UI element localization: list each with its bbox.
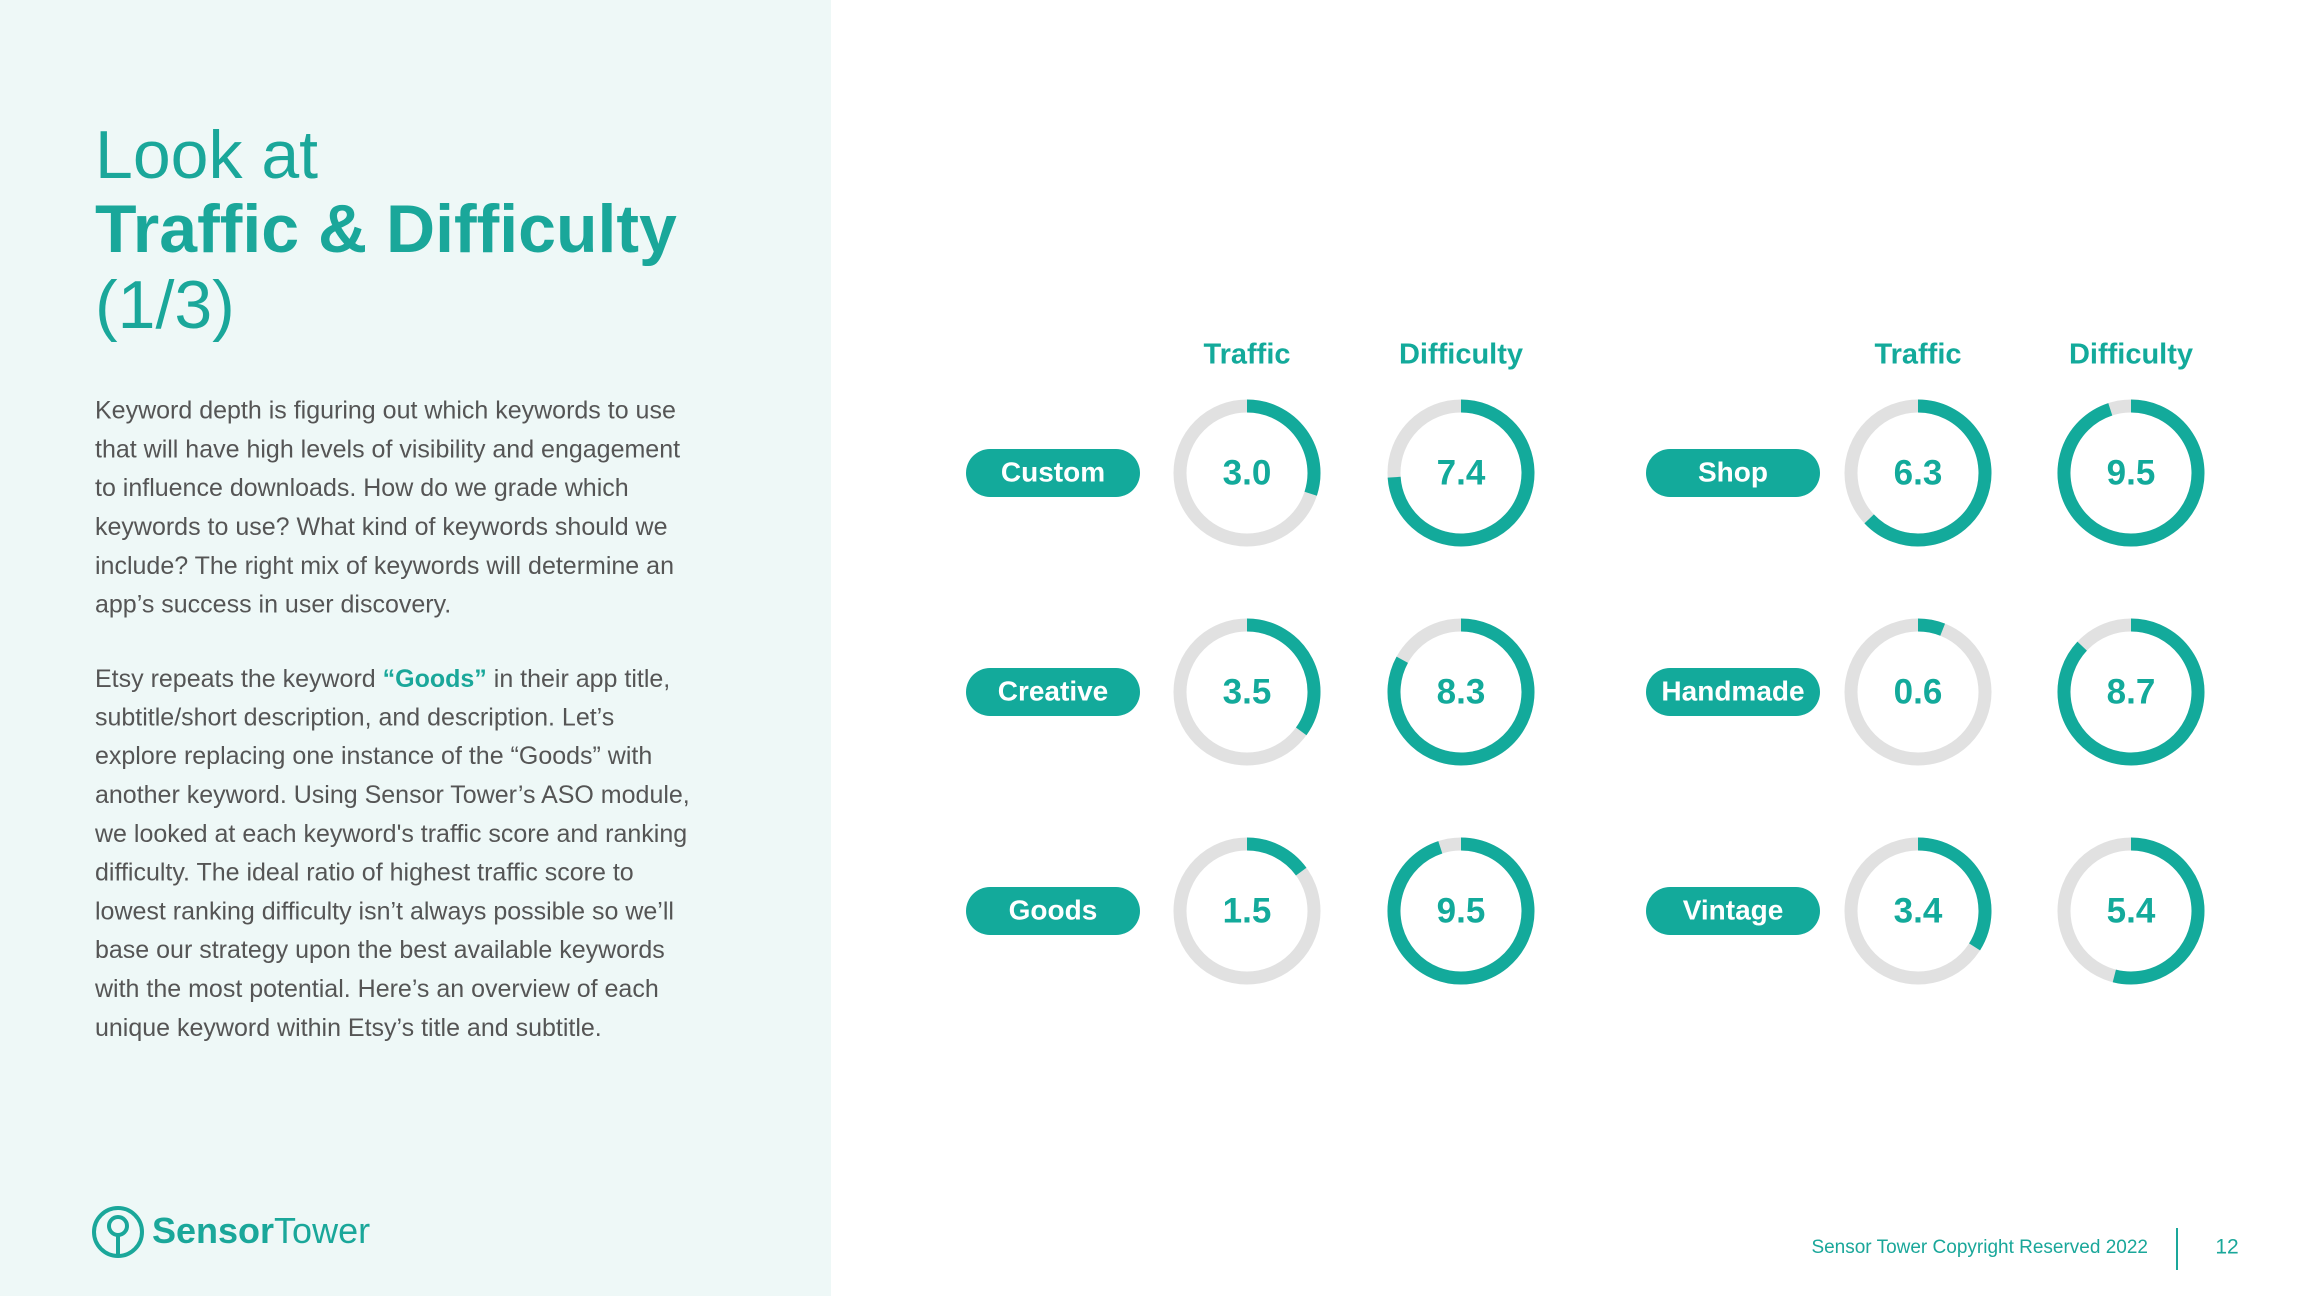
keyword-pill	[1646, 668, 1820, 716]
body-line: include? The right mix of keywords will …	[95, 552, 674, 580]
logo-bold: Sensor	[152, 1210, 274, 1251]
keyword-label: Vintage	[1683, 894, 1784, 925]
copyright: Sensor Tower Copyright Reserved 2022	[1811, 1237, 2148, 1258]
title-line: Traffic & Difficulty	[95, 191, 677, 267]
body-line: subtitle/short description, and descript…	[95, 703, 614, 731]
page-number: 12	[2215, 1236, 2238, 1259]
gauge-value: 3.4	[1894, 891, 1943, 930]
gauge-value: 1.5	[1223, 891, 1272, 930]
keyword-pill	[966, 887, 1140, 935]
gauge-arc	[1387, 618, 1535, 766]
keyword-label: Custom	[1001, 456, 1105, 487]
gauge-arc	[1387, 837, 1535, 985]
gauge-value: 9.5	[1437, 891, 1486, 930]
column-label: Traffic	[1203, 339, 1290, 371]
keyword-pill	[966, 449, 1140, 497]
keyword-pill	[1646, 449, 1820, 497]
body-line: difficulty. The ideal ratio of highest t…	[95, 859, 634, 887]
gauge-arc	[2112, 837, 2205, 985]
gauge-value: 8.3	[1437, 672, 1486, 711]
body-line: Etsy repeats the keyword “Goods” in thei…	[95, 665, 670, 693]
logo-text: SensorTower	[152, 1210, 370, 1251]
gauge-arc	[1917, 618, 1946, 636]
logo: SensorTower	[92, 1206, 370, 1258]
body-line: keywords to use? What kind of keywords s…	[95, 513, 668, 541]
gauge-arc	[1864, 399, 1992, 547]
text-span: Etsy repeats the keyword	[95, 665, 383, 693]
gauge-value: 8.7	[2107, 672, 2156, 711]
gauge-arc	[1246, 837, 1307, 876]
gauge-value: 6.3	[1894, 453, 1943, 492]
keyword-label: Creative	[998, 675, 1109, 706]
body-line: unique keyword within Etsy’s title and s…	[95, 1014, 602, 1042]
body-line: to influence downloads. How do we grade …	[95, 474, 629, 502]
gauge-arc	[1917, 837, 1992, 951]
body-line: another keyword. Using Sensor Tower’s AS…	[95, 781, 690, 809]
gauge-value: 3.0	[1223, 453, 1272, 492]
body-line: with the most potential. Here’s an overv…	[94, 975, 659, 1003]
gauge-value: 0.6	[1894, 672, 1943, 711]
text-span: in their app title,	[487, 665, 670, 693]
column-label: Traffic	[1874, 339, 1961, 371]
title-line: (1/3)	[95, 267, 235, 343]
gauge-value: 5.4	[2107, 891, 2156, 930]
keyword-pill	[1646, 887, 1820, 935]
gauge-arc	[2057, 399, 2205, 547]
body-line: app’s success in user discovery.	[95, 591, 451, 619]
keyword-label: Handmade	[1661, 675, 1804, 706]
gauge-arc	[1387, 399, 1535, 547]
gauge-value: 9.5	[2107, 453, 2156, 492]
column-label: Difficulty	[2069, 339, 2193, 371]
logo-light: Tower	[274, 1210, 370, 1251]
keyword-label: Goods	[1009, 894, 1098, 925]
body-line: base our strategy upon the best availabl…	[95, 936, 665, 964]
gauge-value: 7.4	[1437, 453, 1486, 492]
body-line: that will have high levels of visibility…	[95, 435, 680, 463]
body-line: Keyword depth is figuring out which keyw…	[95, 397, 676, 425]
gauge-arc	[1246, 618, 1321, 736]
side-panel	[0, 0, 831, 1296]
gauge-arc	[2057, 618, 2205, 766]
gauge-arc	[1246, 399, 1321, 496]
title-line: Look at	[95, 117, 318, 193]
body-line: lowest ranking difficulty isn’t always p…	[95, 897, 674, 925]
highlight: “Goods”	[383, 665, 487, 693]
keyword-pill	[966, 668, 1140, 716]
column-label: Difficulty	[1399, 339, 1523, 371]
gauge-value: 3.5	[1223, 672, 1272, 711]
body-line: we looked at each keyword's traffic scor…	[94, 820, 687, 848]
keyword-label: Shop	[1698, 456, 1768, 487]
body-line: explore replacing one instance of the “G…	[95, 742, 652, 770]
